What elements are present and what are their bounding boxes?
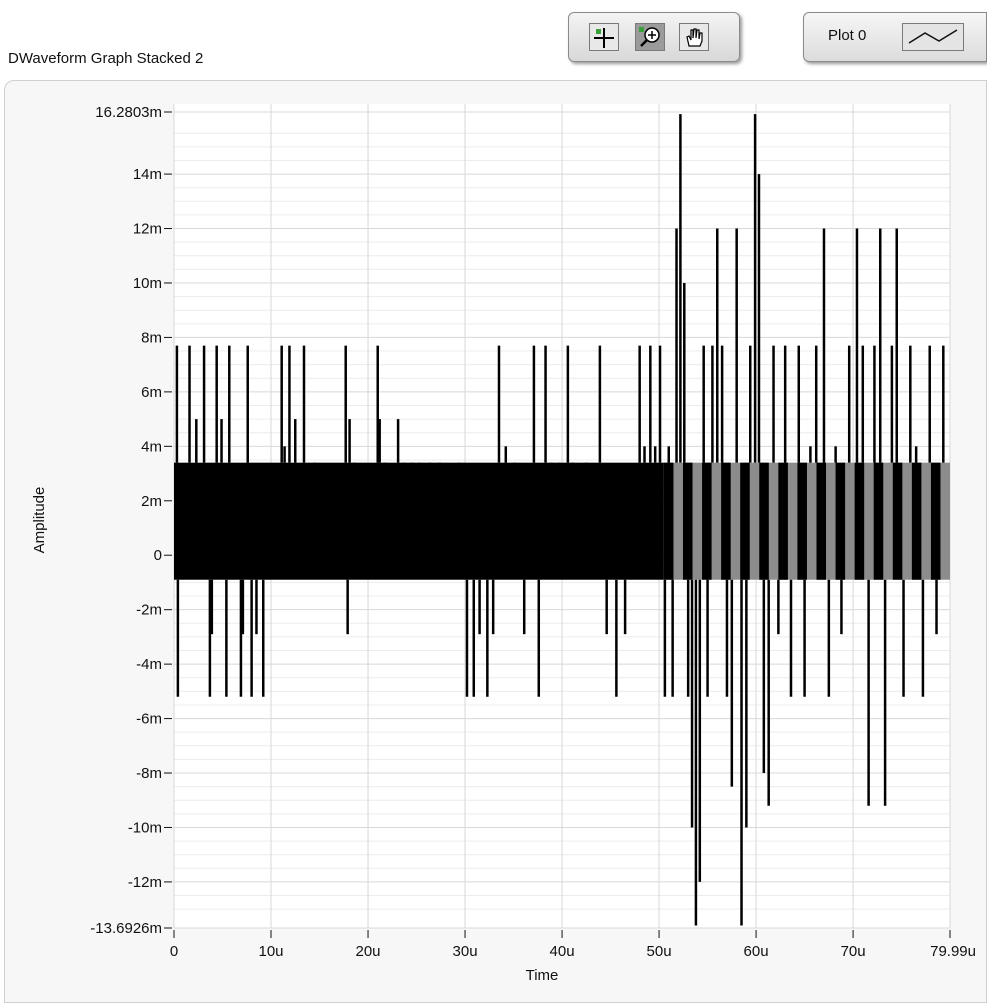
trace-band-segment (873, 462, 884, 580)
trace-band-segment (930, 462, 941, 580)
graph-label: DWaveform Graph Stacked 2 (8, 50, 204, 67)
trace-band-segment (778, 462, 788, 580)
x-tick-label: 10u (258, 943, 283, 960)
y-tick-label: -4m (136, 656, 162, 673)
y-tick-label: 12m (133, 221, 162, 238)
y-tick-label: -8m (136, 765, 162, 782)
x-tick-label: 50u (647, 943, 672, 960)
y-tick-label: -12m (128, 874, 162, 891)
x-tick-label: 40u (550, 943, 575, 960)
line-plot-icon[interactable] (902, 23, 964, 51)
x-tick-label: 79.99u (930, 943, 976, 960)
y-axis: 16.2803m 14m 12m 10m 8m 6m 4m 2m 0 -2m -4m -6m -8m -1… (90, 104, 172, 937)
y-tick-label: -13.6926m (90, 920, 162, 937)
y-axis-title: Amplitude (31, 487, 48, 554)
trace-band-segment (854, 462, 865, 580)
trace-band-segment (702, 462, 712, 580)
y-tick-label: 0 (154, 547, 162, 564)
trace-band-segment (740, 462, 750, 580)
y-tick-label: 4m (141, 438, 162, 455)
trace-band-segment (797, 462, 807, 580)
y-tick-label: 2m (141, 493, 162, 510)
pan-tool-button[interactable] (679, 23, 709, 51)
trace-band-segment (892, 462, 903, 580)
graph-palette (568, 12, 740, 62)
waveform-trace (174, 114, 950, 926)
x-tick-label: 20u (356, 943, 381, 960)
hand-icon (686, 28, 703, 47)
y-tick-label: -2m (136, 602, 162, 619)
trace-band-segment (721, 462, 731, 580)
trace-band-segment (682, 462, 693, 580)
zoom-icon (639, 27, 660, 47)
x-tick-label: 60u (744, 943, 769, 960)
cursor-tool-button[interactable] (589, 23, 619, 51)
trace-band-segment (911, 462, 922, 580)
y-tick-label: 6m (141, 384, 162, 401)
trace-band-segment (663, 462, 674, 580)
y-tick-label: -10m (128, 819, 162, 836)
trace-band-segment (835, 462, 846, 580)
crosshair-icon (594, 28, 614, 48)
y-tick-label: 8m (141, 329, 162, 346)
trace-band-segment (759, 462, 769, 580)
x-tick-label: 70u (841, 943, 866, 960)
x-axis: 0 10u 20u 30u 40u 50u 60u 70u 79.99u (170, 930, 976, 960)
y-tick-label: -6m (136, 711, 162, 728)
y-tick-label: 14m (133, 166, 162, 183)
legend-plot-label: Plot 0 (828, 27, 867, 44)
x-axis-title: Time (526, 967, 559, 984)
trace-band-segment (816, 462, 827, 580)
y-tick-label: 16.2803m (95, 104, 162, 121)
x-tick-label: 30u (453, 943, 478, 960)
plot-legend[interactable]: Plot 0 (803, 12, 987, 62)
y-tick-label: 10m (133, 275, 162, 292)
zoom-tool-button[interactable] (635, 23, 665, 51)
x-tick-label: 0 (170, 943, 178, 960)
